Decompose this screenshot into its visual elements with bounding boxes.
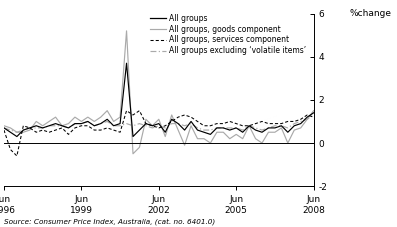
- Text: Source: Consumer Price Index, Australia, (cat. no. 6401.0): Source: Consumer Price Index, Australia,…: [4, 218, 215, 225]
- Text: %change: %change: [349, 9, 391, 18]
- Legend: All groups, All groups, goods component, All groups, services component, All gro: All groups, All groups, goods component,…: [150, 14, 306, 55]
